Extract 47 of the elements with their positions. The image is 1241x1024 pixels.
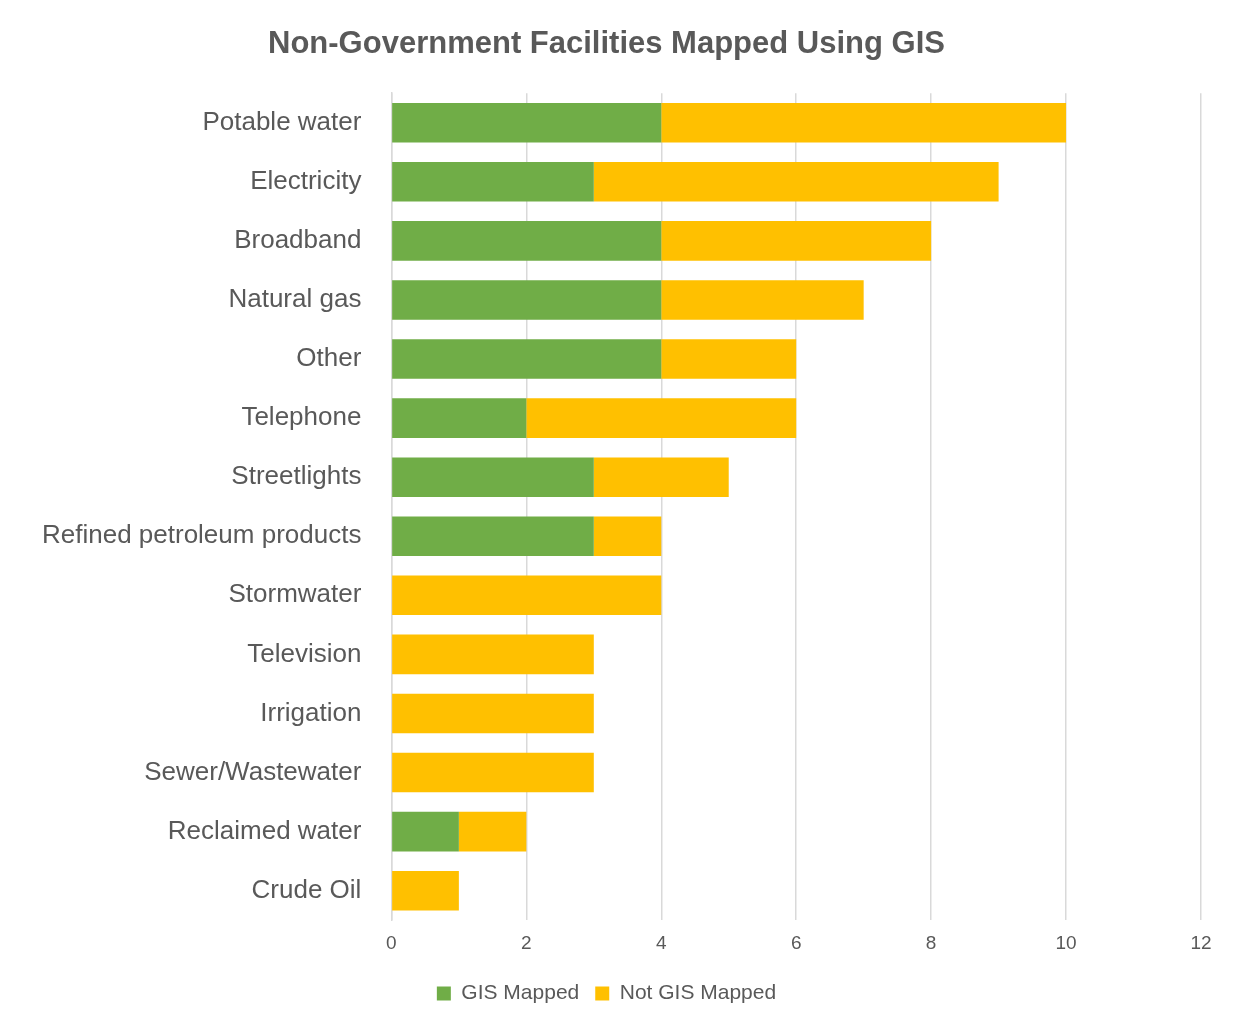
x-tick-label: 0: [386, 931, 397, 953]
x-tick-label: 4: [655, 931, 667, 953]
bar: [392, 221, 662, 261]
bar: [392, 457, 594, 497]
bar: [392, 634, 594, 675]
bar: [392, 752, 594, 793]
y-tick-label: Refined petroleum products: [42, 519, 362, 550]
x-tick-label: 12: [1190, 931, 1212, 953]
legend-label: GIS Mapped: [461, 980, 580, 1004]
bar: [392, 811, 459, 852]
bar: [392, 516, 594, 557]
y-tick-label: Reclaimed water: [167, 814, 362, 845]
y-tick-label: Other: [296, 342, 362, 373]
bar: [661, 102, 1067, 143]
y-tick-label: Streetlights: [231, 460, 362, 491]
bar: [392, 398, 527, 438]
bar: [392, 102, 662, 143]
bar: [392, 870, 459, 911]
y-tick-label: Television: [247, 637, 362, 668]
bar: [593, 162, 999, 202]
y-tick-label: Telephone: [241, 401, 362, 432]
bar: [392, 162, 594, 202]
bar: [392, 693, 594, 734]
bar: [392, 339, 662, 379]
y-tick-label: Broadband: [234, 224, 362, 255]
legend-label: Not GIS Mapped: [619, 980, 777, 1004]
y-tick-label: Stormwater: [228, 578, 362, 609]
x-tick-label: 10: [1055, 931, 1077, 953]
bar: [593, 457, 729, 497]
y-tick-label: Natural gas: [228, 283, 362, 314]
bar: [458, 811, 527, 852]
x-tick-label: 6: [790, 931, 802, 953]
y-tick-label: Irrigation: [260, 696, 362, 727]
y-tick-label: Potable water: [202, 105, 362, 136]
bar: [392, 280, 662, 320]
chart-title: Non-Government Facilities Mapped Using GIS: [268, 25, 945, 61]
x-tick-label: 2: [521, 931, 532, 953]
bar: [593, 516, 662, 557]
y-tick-label: Crude Oil: [251, 873, 362, 904]
bar: [661, 280, 864, 320]
bar: [661, 339, 797, 379]
y-tick-label: Electricity: [250, 164, 362, 195]
x-tick-label: 8: [925, 931, 937, 953]
bar: [661, 221, 932, 261]
y-tick-label: Sewer/Wastewater: [144, 755, 362, 786]
bar: [526, 398, 797, 438]
bar: [392, 575, 662, 616]
